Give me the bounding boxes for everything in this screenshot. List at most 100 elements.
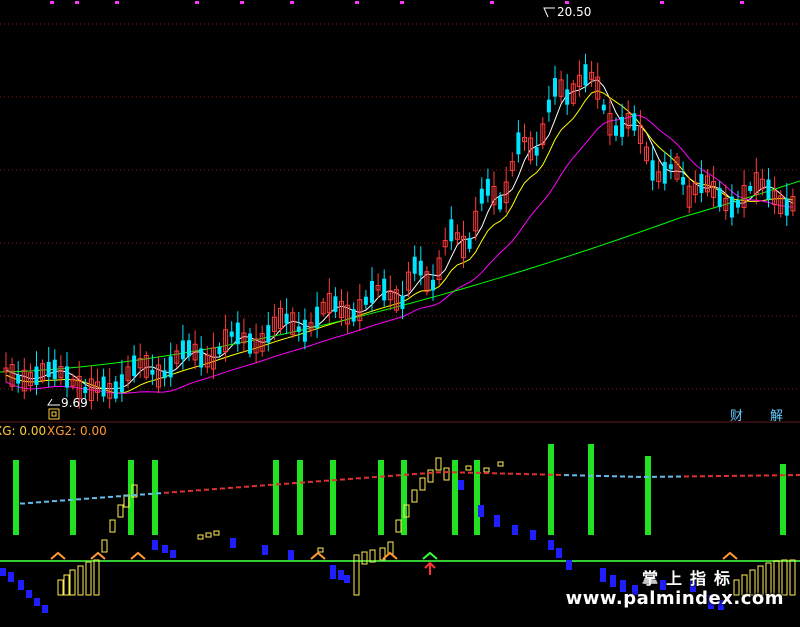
signal-diamond <box>50 551 66 560</box>
candle-body-down <box>748 185 753 191</box>
candle-body-up <box>674 156 680 180</box>
candle-body-down <box>736 199 740 208</box>
jie-button[interactable]: 解 <box>770 409 783 424</box>
candle-body-up <box>644 146 649 162</box>
candle-body-down <box>266 325 271 343</box>
candle-body-down <box>315 306 320 328</box>
candle-body-up <box>137 358 143 369</box>
blue-bar <box>8 572 14 582</box>
candle-body-down <box>400 295 405 310</box>
blue-bar <box>18 580 24 590</box>
yellow-bar <box>749 569 756 596</box>
candle-body-down <box>217 346 222 355</box>
blue-bar <box>0 568 6 576</box>
candle-body-down <box>614 125 618 136</box>
blue-bar <box>478 505 484 517</box>
signal-diamond <box>130 551 146 560</box>
candle-body-up <box>589 71 595 80</box>
candle-body-up <box>320 301 326 315</box>
yellow-bar <box>93 559 100 596</box>
top-marker <box>240 1 244 4</box>
blue-bar <box>548 540 554 550</box>
candle-body-down <box>382 278 387 301</box>
candle-body-down <box>601 104 606 111</box>
candle-body-up <box>3 367 9 373</box>
blue-bar <box>690 580 696 592</box>
candle-body-down <box>284 313 289 324</box>
candle-body-up <box>278 308 283 330</box>
candle-body-up <box>375 285 381 291</box>
candle-body-down <box>431 279 435 291</box>
candle-body-up <box>88 378 94 402</box>
cai-button[interactable]: 财 <box>730 409 743 424</box>
candle-body-down <box>485 178 490 196</box>
green-bar <box>330 460 336 535</box>
yellow-bar <box>427 469 434 483</box>
candle-body-down <box>412 256 417 274</box>
high-marker <box>543 7 555 18</box>
green-bar <box>297 460 303 535</box>
green-signal <box>422 551 438 560</box>
candle-body-up <box>692 182 698 196</box>
candle-body-up <box>540 123 546 146</box>
candle-body-up <box>223 329 229 353</box>
blue-bar <box>600 568 606 582</box>
candle-body-up <box>711 181 717 198</box>
candle-body-up <box>528 137 534 161</box>
candle-body-up <box>58 366 64 379</box>
candle-body-down <box>113 381 118 399</box>
top-marker <box>400 1 404 4</box>
low-price-label: 9.69 <box>61 396 88 410</box>
green-bar <box>401 460 407 535</box>
yellow-bar <box>741 574 748 596</box>
candle-body-up <box>21 369 27 392</box>
candle-body-down <box>16 375 21 384</box>
low-signal-box-inner <box>51 411 57 417</box>
yellow-bar <box>443 467 450 481</box>
yellow-bar <box>69 569 76 596</box>
yellow-bar <box>411 489 418 503</box>
candle-body-up <box>40 363 46 381</box>
green-bar <box>780 464 786 535</box>
blue-bar <box>288 550 294 560</box>
candle-body-up <box>570 83 576 104</box>
candle-body-up <box>271 316 277 332</box>
candle-body-down <box>784 198 789 216</box>
yellow-bar <box>435 457 442 471</box>
candle-body-down <box>150 369 155 375</box>
blue-bar <box>566 560 572 570</box>
top-marker <box>355 1 359 4</box>
ma20-line <box>5 115 793 394</box>
blue-bar <box>610 575 616 587</box>
top-marker <box>50 1 54 4</box>
top-marker <box>290 1 294 4</box>
candle-body-up <box>473 210 479 232</box>
yellow-bar <box>789 559 796 596</box>
ma10-line <box>5 90 793 394</box>
candle-body-up <box>424 271 430 292</box>
blue-bar <box>338 570 344 580</box>
candle-body-down <box>46 361 51 378</box>
yellow-bar <box>757 565 764 596</box>
candle-body-down <box>235 322 240 345</box>
candle-body-up <box>393 289 399 311</box>
green-bar <box>13 460 19 535</box>
candle-body-down <box>168 356 173 378</box>
high-price-label: 20.50 <box>557 5 591 19</box>
signal-diamond <box>310 551 326 560</box>
candle-body-up <box>308 322 314 331</box>
blue-bar <box>708 595 714 609</box>
candle-body-up <box>656 171 662 182</box>
candle-body-up <box>259 333 265 352</box>
candle-body-down <box>565 89 570 105</box>
candle-body-down <box>52 359 57 380</box>
candle-body-up <box>509 161 515 171</box>
blue-bar <box>632 585 638 595</box>
yellow-small <box>483 467 490 473</box>
blue-bar <box>494 515 500 527</box>
green-bar <box>152 460 158 535</box>
blue-bar <box>170 550 176 558</box>
blue-bar <box>330 565 336 579</box>
green-bar <box>70 460 76 535</box>
